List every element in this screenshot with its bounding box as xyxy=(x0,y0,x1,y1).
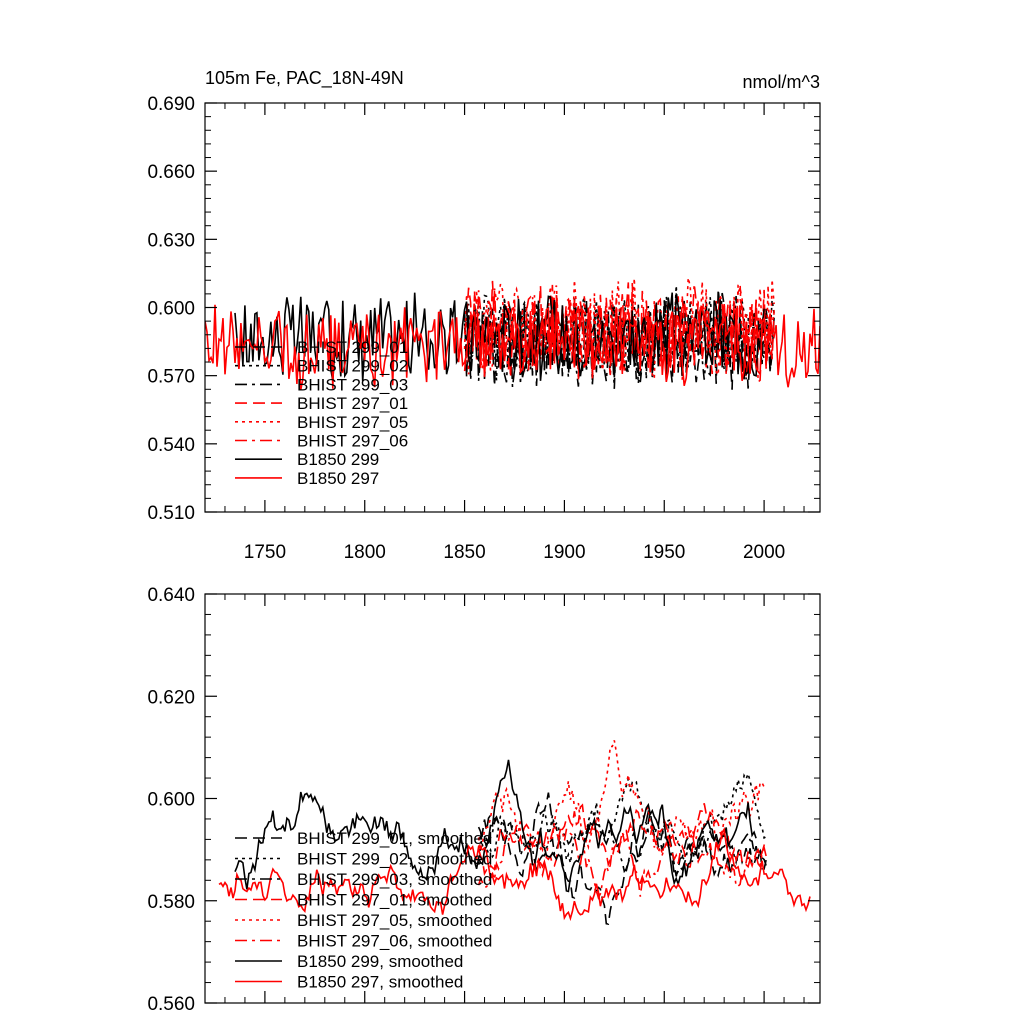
series-line-4 xyxy=(477,803,767,878)
y-tick-label: 0.600 xyxy=(147,790,195,811)
series-line-8 xyxy=(205,304,820,390)
series-line-3 xyxy=(463,292,775,389)
y-tick-label: 0.660 xyxy=(147,162,195,183)
legend-label: B1850 297, smoothed xyxy=(297,973,463,992)
panel-2: 0.560 0.580 0.600 0.620 0.640 BHIST 299_01, s… xyxy=(147,585,821,1015)
x-tick-label: 2000 xyxy=(743,542,785,563)
chart-title: 105m Fe, PAC_18N-49N xyxy=(205,68,404,89)
y-tick-label: 0.640 xyxy=(147,585,195,606)
series-group xyxy=(218,740,811,926)
series-line-7 xyxy=(234,759,757,893)
y-tick-label: 0.620 xyxy=(147,687,195,708)
legend-label: BHIST 297_06, smoothed xyxy=(297,932,492,951)
legend-label: BHIST 297_05 xyxy=(297,413,408,432)
y-tick-label: 0.560 xyxy=(147,994,195,1015)
legend-label: B1850 299 xyxy=(297,450,379,469)
legend-label: BHIST 299_02, smoothed xyxy=(297,850,492,869)
series-line-8 xyxy=(218,827,811,922)
legend-label: BHIST 297_06 xyxy=(297,432,408,451)
series-line-6 xyxy=(463,283,775,384)
series-line-1 xyxy=(478,792,767,926)
x-tick-label: 1950 xyxy=(643,542,685,563)
y-tick-label: 0.580 xyxy=(147,892,195,913)
legend-label: BHIST 299_03 xyxy=(297,375,408,394)
y-tick-label: 0.540 xyxy=(147,435,195,456)
series-line-6 xyxy=(477,821,767,900)
series-group xyxy=(205,277,820,390)
legend-label: BHIST 297_05, smoothed xyxy=(297,911,492,930)
y-tick-label: 0.600 xyxy=(147,299,195,320)
legend-label: BHIST 299_02 xyxy=(297,357,408,376)
legend-label: BHIST 297_01, smoothed xyxy=(297,891,492,910)
legend-label: BHIST 297_01 xyxy=(297,394,408,413)
legend-label: BHIST 299_03, smoothed xyxy=(297,870,492,889)
y-tick-label: 0.510 xyxy=(147,503,195,524)
y-tick-label: 0.570 xyxy=(147,367,195,388)
x-tick-label: 1800 xyxy=(344,542,386,563)
legend-label: B1850 299, smoothed xyxy=(297,952,463,971)
units-label: nmol/m^3 xyxy=(743,72,820,92)
legend-label: BHIST 299_01 xyxy=(297,338,408,357)
y-tick-label: 0.630 xyxy=(147,230,195,251)
legend-label: B1850 297 xyxy=(297,469,379,488)
x-tick-label: 1850 xyxy=(443,542,485,563)
panel-1: 0.510 0.540 0.570 0.600 0.630 0.660 0.690 1750 1… xyxy=(147,68,821,563)
x-tick-label: 1750 xyxy=(244,542,286,563)
legend-label: BHIST 299_01, smoothed xyxy=(297,829,492,848)
series-line-2 xyxy=(463,285,775,384)
y-tick-label: 0.690 xyxy=(147,94,195,115)
series-line-5 xyxy=(463,277,775,380)
legend: BHIST 299_01, smoothed BHIST 299_02, smoo… xyxy=(235,829,492,992)
x-tick-label: 1900 xyxy=(543,542,585,563)
